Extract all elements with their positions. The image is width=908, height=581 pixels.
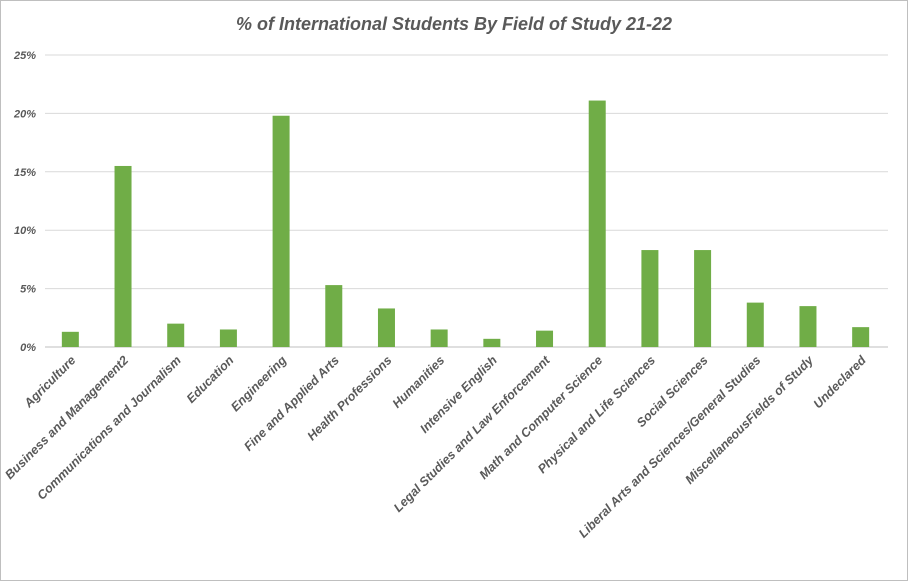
- bar: [694, 250, 712, 347]
- bar: [799, 306, 817, 347]
- y-tick-label: 25%: [13, 50, 36, 62]
- bar: [746, 302, 764, 347]
- bar: [852, 327, 870, 347]
- y-tick-label: 0%: [20, 342, 36, 354]
- bar: [325, 285, 343, 347]
- bar: [483, 338, 501, 347]
- bar: [114, 165, 132, 347]
- bar: [536, 330, 554, 347]
- y-tick-label: 5%: [20, 284, 36, 296]
- bar: [167, 323, 185, 347]
- bar: [272, 115, 290, 348]
- bar: [61, 331, 79, 347]
- bar: [430, 329, 448, 347]
- bar: [219, 329, 237, 347]
- category-label: Education: [184, 353, 237, 406]
- bar: [641, 250, 659, 347]
- category-label: Agriculture: [21, 353, 79, 411]
- y-tick-label: 20%: [13, 108, 36, 120]
- category-label: Humanities: [390, 353, 448, 411]
- category-label: Undeclared: [811, 353, 869, 411]
- bar: [588, 100, 606, 347]
- bar: [377, 308, 395, 347]
- y-tick-label: 15%: [14, 167, 36, 179]
- category-label: Fine and Applied Arts: [241, 353, 342, 454]
- y-tick-label: 10%: [14, 225, 36, 237]
- category-label: Liberal Arts and Sciences/General Studie…: [576, 353, 763, 540]
- chart-title: % of International Students By Field of …: [235, 14, 673, 34]
